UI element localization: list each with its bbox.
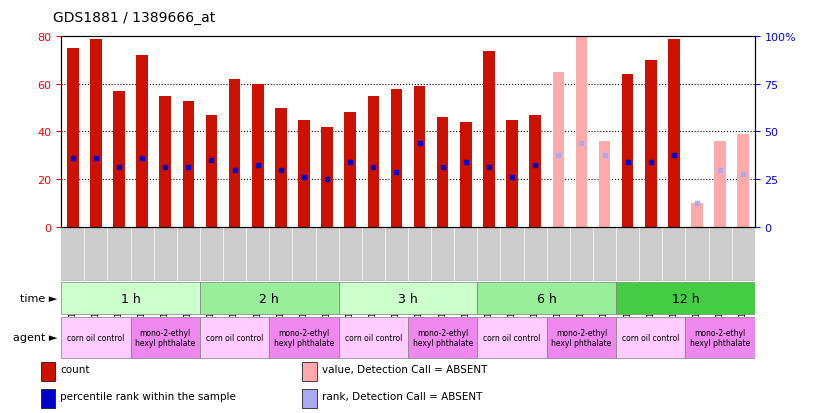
Bar <box>575 37 588 227</box>
Bar <box>552 73 564 227</box>
Bar <box>616 317 685 358</box>
Text: GDS1881 / 1389666_at: GDS1881 / 1389666_at <box>53 11 215 25</box>
Bar <box>547 317 616 358</box>
Text: mono-2-ethyl
hexyl phthalate: mono-2-ethyl hexyl phthalate <box>690 328 750 347</box>
Bar <box>136 56 148 227</box>
Text: corn oil control: corn oil control <box>622 333 680 342</box>
Bar <box>391 90 402 227</box>
Bar <box>67 49 78 227</box>
Bar <box>367 97 379 227</box>
Bar <box>200 317 269 358</box>
Text: corn oil control: corn oil control <box>344 333 402 342</box>
Bar <box>183 101 194 227</box>
Bar <box>645 61 657 227</box>
Bar <box>691 204 703 227</box>
Bar <box>302 389 317 408</box>
Bar <box>344 113 356 227</box>
Text: 12 h: 12 h <box>672 292 699 305</box>
Text: percentile rank within the sample: percentile rank within the sample <box>60 392 237 401</box>
Bar <box>275 109 286 227</box>
Bar <box>41 389 55 408</box>
Text: 3 h: 3 h <box>398 292 418 305</box>
Bar <box>477 317 547 358</box>
Bar <box>530 116 541 227</box>
Bar <box>714 142 726 227</box>
Bar <box>414 87 425 227</box>
Bar <box>339 282 477 314</box>
Text: count: count <box>60 364 90 374</box>
Bar <box>298 120 310 227</box>
Bar <box>616 282 755 314</box>
Bar <box>228 80 241 227</box>
Bar <box>200 282 339 314</box>
Bar <box>599 142 610 227</box>
Bar <box>131 317 200 358</box>
Bar <box>437 118 449 227</box>
Text: 2 h: 2 h <box>259 292 279 305</box>
Bar <box>61 317 131 358</box>
Bar <box>90 40 102 227</box>
Bar <box>302 362 317 381</box>
Bar <box>738 135 749 227</box>
Text: mono-2-ethyl
hexyl phthalate: mono-2-ethyl hexyl phthalate <box>413 328 472 347</box>
Text: corn oil control: corn oil control <box>206 333 264 342</box>
Text: mono-2-ethyl
hexyl phthalate: mono-2-ethyl hexyl phthalate <box>135 328 195 347</box>
Bar <box>61 282 200 314</box>
Bar <box>483 52 494 227</box>
Text: 1 h: 1 h <box>121 292 140 305</box>
Text: 6 h: 6 h <box>537 292 557 305</box>
Bar <box>113 92 125 227</box>
Text: corn oil control: corn oil control <box>483 333 541 342</box>
Bar <box>339 317 408 358</box>
Text: mono-2-ethyl
hexyl phthalate: mono-2-ethyl hexyl phthalate <box>274 328 334 347</box>
Bar <box>408 317 477 358</box>
Text: corn oil control: corn oil control <box>67 333 125 342</box>
Bar <box>460 123 472 227</box>
Bar <box>506 120 518 227</box>
Text: agent ►: agent ► <box>13 332 57 343</box>
Text: time ►: time ► <box>20 293 57 304</box>
Bar <box>41 362 55 381</box>
Text: mono-2-ethyl
hexyl phthalate: mono-2-ethyl hexyl phthalate <box>552 328 611 347</box>
Bar <box>668 40 680 227</box>
Bar <box>252 85 264 227</box>
Bar <box>685 317 755 358</box>
Bar <box>322 127 333 227</box>
Text: rank, Detection Call = ABSENT: rank, Detection Call = ABSENT <box>322 392 482 401</box>
Bar <box>269 317 339 358</box>
Bar <box>159 97 171 227</box>
Bar <box>622 75 633 227</box>
Bar <box>206 116 217 227</box>
Bar <box>477 282 616 314</box>
Text: value, Detection Call = ABSENT: value, Detection Call = ABSENT <box>322 364 487 374</box>
